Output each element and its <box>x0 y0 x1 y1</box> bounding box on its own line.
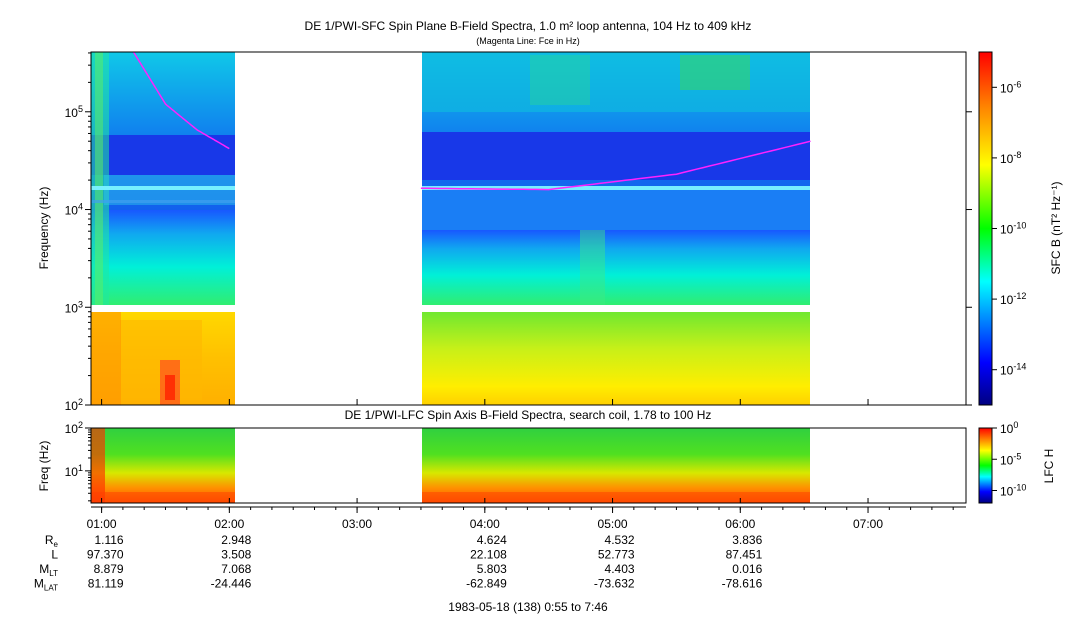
sfc-y-tick-label: 104 <box>65 202 83 218</box>
sfc-y-axis: 102 103 104 105 <box>65 52 972 413</box>
sfc-y-tick-label: 103 <box>65 299 83 315</box>
footer-date-range: 1983-05-18 (138) 0:55 to 7:46 <box>448 600 608 614</box>
lfc-plot-frame <box>90 427 967 504</box>
ephemeris-value: 2.948 <box>221 533 251 547</box>
time-tick-label: 03:00 <box>342 517 372 531</box>
ephemeris-value: 97.370 <box>87 548 124 562</box>
fce-line-segment-1 <box>132 52 230 150</box>
ephemeris-value: -78.616 <box>722 577 763 591</box>
ephemeris-value: -73.632 <box>594 577 635 591</box>
sfc-colorbar-tick-label: 10-6 <box>1000 79 1021 95</box>
ephemeris-value: 7.068 <box>221 562 251 576</box>
lfc-y-axis: 101 102 <box>65 420 91 502</box>
time-tick-label: 04:00 <box>470 517 500 531</box>
ephemeris-row-label: Re <box>45 533 59 549</box>
ephemeris-value: 4.532 <box>605 533 635 547</box>
sfc-y-tick-label: 105 <box>65 104 83 120</box>
ephemeris-value: 1.116 <box>94 533 123 547</box>
lfc-y-tick-label: 102 <box>65 420 83 436</box>
sfc-spectrogram <box>91 52 811 405</box>
time-tick-label: 07:00 <box>853 517 883 531</box>
sfc-colorbar-tick-label: 10-8 <box>1000 150 1021 166</box>
time-tick-label: 05:00 <box>598 517 628 531</box>
ephemeris-value: 4.403 <box>605 562 635 576</box>
lfc-y-tick-label: 101 <box>65 463 83 479</box>
ephemeris-row-label: MLT <box>39 562 58 578</box>
ephemeris-value: 5.803 <box>477 562 507 576</box>
ephemeris-value: 81.119 <box>88 577 124 591</box>
ephemeris-row-label: MLAT <box>34 577 58 593</box>
ephemeris-value: 22.108 <box>470 548 507 562</box>
ephemeris-value: 52.773 <box>598 548 635 562</box>
ephemeris-row-label: L <box>51 548 58 562</box>
top-panel-title: DE 1/PWI-SFC Spin Plane B-Field Spectra,… <box>305 19 752 33</box>
sfc-colorbar-tick-label: 10-12 <box>1000 291 1026 307</box>
sfc-colorbar-label: SFC B (nT² Hz⁻¹) <box>1049 182 1063 275</box>
ephemeris-value: 3.508 <box>221 548 251 562</box>
sfc-colorbar <box>978 51 993 406</box>
sfc-plot-frame <box>90 51 967 406</box>
ephemeris-value: 4.624 <box>477 533 507 547</box>
sfc-colorbar-tick-label: 10-10 <box>1000 221 1026 237</box>
lfc-colorbar-tick-label: 10-5 <box>1000 451 1021 467</box>
lfc-colorbar-tick-label: 100 <box>1000 420 1018 436</box>
ephemeris-value: -62.849 <box>466 577 507 591</box>
time-tick-label: 06:00 <box>725 517 755 531</box>
sfc-colorbar-tick-label: 10-14 <box>1000 362 1026 378</box>
sfc-y-tick-label: 102 <box>65 397 83 413</box>
lfc-colorbar-label: LFC H <box>1042 449 1056 484</box>
sfc-colorbar-ticks: 10-6 10-8 10-10 10-12 10-14 <box>992 79 1026 378</box>
bottom-panel-title: DE 1/PWI-LFC Spin Axis B-Field Spectra, … <box>345 408 712 422</box>
time-tick-label: 02:00 <box>214 517 244 531</box>
time-tick-label: 01:00 <box>87 517 117 531</box>
fce-line-segment-2 <box>420 140 811 191</box>
ephemeris-value: -24.446 <box>211 577 252 591</box>
ephemeris-value: 0.016 <box>732 562 762 576</box>
lfc-colorbar-tick-label: 10-10 <box>1000 483 1026 499</box>
ephemeris-value: 8.879 <box>94 562 124 576</box>
ephemeris-value: 3.836 <box>732 533 762 547</box>
sfc-y-label: Frequency (Hz) <box>37 187 51 270</box>
lfc-colorbar-ticks: 100 10-5 10-10 <box>992 420 1026 499</box>
ephemeris-value: 87.451 <box>726 548 763 562</box>
lfc-spectrogram <box>91 428 810 503</box>
time-axis: 01:00 02:00 03:00 04:00 05:00 06:00 07:00 <box>87 399 966 531</box>
lfc-colorbar <box>978 427 993 504</box>
lfc-y-label: Freq (Hz) <box>37 441 51 492</box>
top-panel-subtitle: (Magenta Line: Fce in Hz) <box>476 36 580 46</box>
